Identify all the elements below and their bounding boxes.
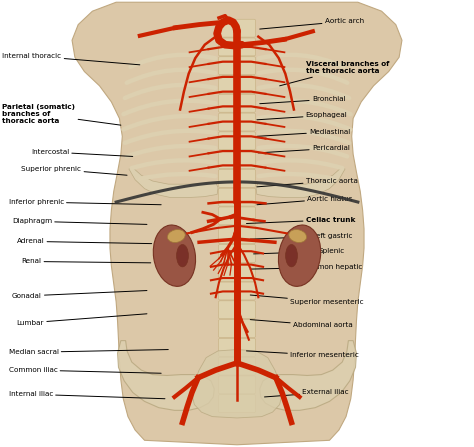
Text: Superior mesenteric: Superior mesenteric [250,295,364,305]
FancyBboxPatch shape [219,320,255,337]
Text: Left gastric: Left gastric [250,233,352,239]
Text: Visceral branches of
the thoracic aorta: Visceral branches of the thoracic aorta [280,61,389,86]
Text: Abdominal aorta: Abdominal aorta [250,320,353,329]
Ellipse shape [153,225,196,287]
Text: Splenic: Splenic [254,248,345,254]
FancyBboxPatch shape [219,301,255,319]
FancyBboxPatch shape [219,226,255,244]
Ellipse shape [167,230,185,242]
Text: Thoracic aorta: Thoracic aorta [257,178,357,187]
Text: Internal iliac: Internal iliac [9,391,165,399]
Text: Adrenal: Adrenal [17,238,152,245]
FancyBboxPatch shape [219,19,255,37]
Text: External iliac: External iliac [264,389,349,397]
Polygon shape [72,2,402,445]
Text: Renal: Renal [21,258,151,265]
FancyBboxPatch shape [219,169,255,187]
Ellipse shape [289,230,307,242]
Text: Mediastinal: Mediastinal [257,129,350,136]
Polygon shape [192,350,282,418]
Ellipse shape [176,245,189,267]
FancyBboxPatch shape [219,357,255,375]
FancyBboxPatch shape [219,188,255,206]
Text: Inferior mesenteric: Inferior mesenteric [246,351,359,358]
Text: Parietal (somatic)
branches of
thoracic aorta: Parietal (somatic) branches of thoracic … [2,104,121,125]
Text: Aortic arch: Aortic arch [260,18,364,29]
Text: Diaphragm: Diaphragm [12,218,147,224]
Polygon shape [129,168,218,198]
FancyBboxPatch shape [219,57,255,75]
Text: Esophageal: Esophageal [257,112,347,120]
Text: Lumbar: Lumbar [17,314,147,326]
Ellipse shape [285,245,298,267]
FancyBboxPatch shape [219,245,255,262]
Text: Superior phrenic: Superior phrenic [21,166,127,175]
FancyBboxPatch shape [219,132,255,150]
Text: Celiac trunk: Celiac trunk [246,217,355,224]
FancyBboxPatch shape [219,38,255,56]
Text: Common iliac: Common iliac [9,367,161,373]
FancyBboxPatch shape [219,94,255,112]
Text: Bronchial: Bronchial [260,96,346,104]
Polygon shape [118,341,214,410]
FancyBboxPatch shape [219,113,255,131]
Polygon shape [256,168,345,198]
Text: Inferior phrenic: Inferior phrenic [9,199,161,205]
Text: Internal thoracic: Internal thoracic [2,53,140,65]
FancyBboxPatch shape [219,76,255,93]
FancyBboxPatch shape [219,338,255,356]
FancyBboxPatch shape [219,282,255,300]
Text: Pericardial: Pericardial [258,145,350,153]
Text: Intercostal: Intercostal [31,149,133,156]
FancyBboxPatch shape [219,151,255,169]
FancyBboxPatch shape [219,263,255,281]
FancyBboxPatch shape [219,395,255,413]
FancyBboxPatch shape [219,207,255,225]
Text: Common hepatic: Common hepatic [250,264,362,270]
Polygon shape [260,341,356,410]
Text: Median sacral: Median sacral [9,349,168,355]
FancyBboxPatch shape [219,376,255,394]
Text: Aortic hiatus: Aortic hiatus [257,196,353,205]
Text: Gonadal: Gonadal [12,291,147,299]
Ellipse shape [278,225,321,287]
